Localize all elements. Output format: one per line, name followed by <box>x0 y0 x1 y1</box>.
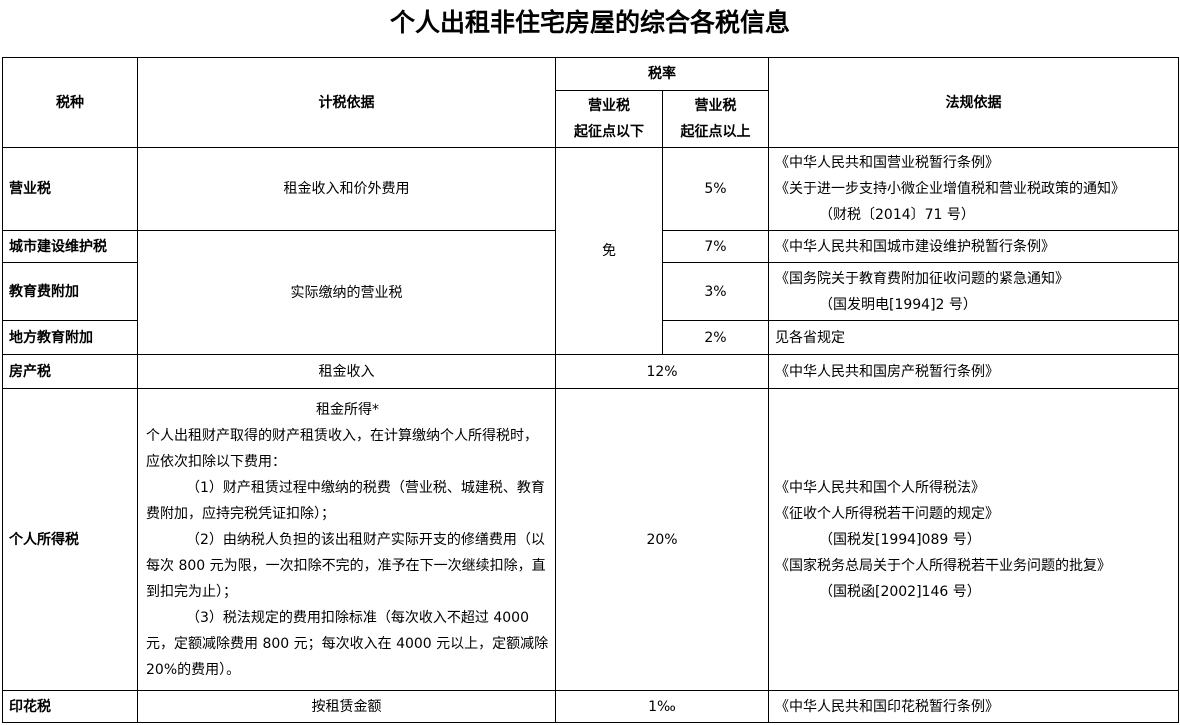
label: 营业税 <box>588 98 630 114</box>
law-line: （财税〔2014〕71 号） <box>819 207 975 223</box>
header-below-threshold: 营业税 起征点以下 <box>555 90 663 148</box>
table-row-stamp: 印花税 按租赁金额 1‰ 《中华人民共和国印花税暂行条例》 <box>2 690 1179 723</box>
tax-name: 房产税 <box>2 354 138 389</box>
law-line: （国发明电[1994]2 号） <box>819 296 977 313</box>
header-basis: 计税依据 <box>137 57 556 148</box>
law-basis: 《中华人民共和国印花税暂行条例》 <box>768 690 1179 723</box>
basis-intro: 个人出租财产取得的财产租赁收入，在计算缴纳个人所得税时，应依次扣除以下费用： <box>146 427 538 470</box>
page-title: 个人出租非住宅房屋的综合各税信息 <box>389 8 790 37</box>
table-row-edu: 教育费附加 3% 《国务院关于教育费附加征收问题的紧急通知》 （国发明电[199… <box>2 262 1179 321</box>
tax-name: 城市建设维护税 <box>2 230 138 263</box>
table-row-income: 个人所得税 租金所得* 个人出租财产取得的财产租赁收入，在计算缴纳个人所得税时，… <box>2 388 1179 691</box>
header-law: 法规依据 <box>768 57 1179 148</box>
law-line: （国税发[1994]089 号） <box>819 531 981 548</box>
header-row: 税种 计税依据 税率 法规依据 <box>2 57 1179 148</box>
header-above-threshold: 营业税 起征点以上 <box>662 90 769 148</box>
exempt-cell: 免 <box>555 147 663 355</box>
header-subrow: 营业税起征点以下 营业税起征点以上 <box>3 90 1179 148</box>
header-tax-type: 税种 <box>2 57 138 148</box>
tax-rate: 1‰ <box>555 690 769 723</box>
table-row-urban: 城市建设维护税 实际缴纳的营业税 7% 《中华人民共和国城市建设维护税暂行条例》 <box>2 230 1179 355</box>
law-basis: 《中华人民共和国房产税暂行条例》 <box>768 354 1179 389</box>
label: 营业税 <box>694 98 737 114</box>
law-basis: 见各省规定 <box>768 320 1179 355</box>
tax-basis: 实际缴纳的营业税 <box>137 230 556 355</box>
tax-basis: 租金收入 <box>137 354 556 389</box>
law-line: 《中华人民共和国营业税暂行条例》 <box>775 155 999 171</box>
label: 起征点以下 <box>574 124 644 140</box>
tax-table: 税种 计税依据 税率 法规依据 营业税 起征点以下 营业税 起征点以上 营业税 租金… <box>2 57 1179 723</box>
basis-item: （2）由纳税人负担的该出租财产实际开支的修缮费用（以每次 800 元为限，一次扣… <box>146 531 546 600</box>
label: 起征点以上 <box>680 124 751 140</box>
table-row-property: 房产税 租金收入 12% 《中华人民共和国房产税暂行条例》 <box>2 354 1179 389</box>
tax-name: 地方教育附加 <box>2 320 138 355</box>
tax-name: 教育费附加 <box>2 262 138 321</box>
tax-rate: 12% <box>555 354 769 389</box>
basis-item: （1）财产租赁过程中缴纳的税费（营业税、城建税、教育费附加，应持完税凭证扣除）； <box>146 479 545 522</box>
header-rate: 税率 <box>555 57 769 91</box>
law-basis: 《国务院关于教育费附加征收问题的紧急通知》 （国发明电[1994]2 号） <box>768 262 1179 321</box>
tax-name: 个人所得税 <box>2 388 138 691</box>
law-line: 《国务院关于教育费附加征收问题的紧急通知》 <box>775 270 1069 287</box>
tax-basis: 租金收入和价外费用 <box>137 147 556 231</box>
table-row-business: 营业税 租金收入和价外费用 免 5% 《中华人民共和国营业税暂行条例》 《关于进… <box>2 147 1179 355</box>
law-line: （国税函[2002]146 号） <box>819 583 981 600</box>
law-basis: 《中华人民共和国个人所得税法》 《征收个人所得税若干问题的规定》 （国税发[19… <box>768 388 1179 691</box>
table-row-local-edu: 地方教育附加 2% 见各省规定 <box>2 320 1179 355</box>
law-basis: 《中华人民共和国营业税暂行条例》 《关于进一步支持小微企业增值税和营业税政策的通… <box>768 147 1179 231</box>
tax-rate: 20% <box>555 388 769 691</box>
tax-name: 营业税 <box>2 147 138 231</box>
basis-item: （3）税法规定的费用扣除标准（每次收入不超过 4000 元，定额减除费用 800… <box>146 609 549 678</box>
tax-rate: 7% <box>662 230 769 263</box>
tax-basis: 按租赁金额 <box>137 690 556 723</box>
tax-basis: 租金所得* 个人出租财产取得的财产租赁收入，在计算缴纳个人所得税时，应依次扣除以… <box>137 388 556 691</box>
tax-rate: 2% <box>662 320 769 355</box>
tax-rate: 5% <box>662 147 769 231</box>
law-basis: 《中华人民共和国城市建设维护税暂行条例》 <box>768 230 1179 263</box>
basis-title: 租金所得* <box>316 401 379 418</box>
law-line: 《征收个人所得税若干问题的规定》 <box>775 505 999 522</box>
tax-name: 印花税 <box>2 690 138 723</box>
law-line: 《中华人民共和国个人所得税法》 <box>775 479 985 496</box>
law-line: 《关于进一步支持小微企业增值税和营业税政策的通知》 <box>775 181 1125 197</box>
tax-rate: 3% <box>662 262 769 321</box>
law-line: 《国家税务总局关于个人所得税若干业务问题的批复》 <box>775 557 1111 574</box>
